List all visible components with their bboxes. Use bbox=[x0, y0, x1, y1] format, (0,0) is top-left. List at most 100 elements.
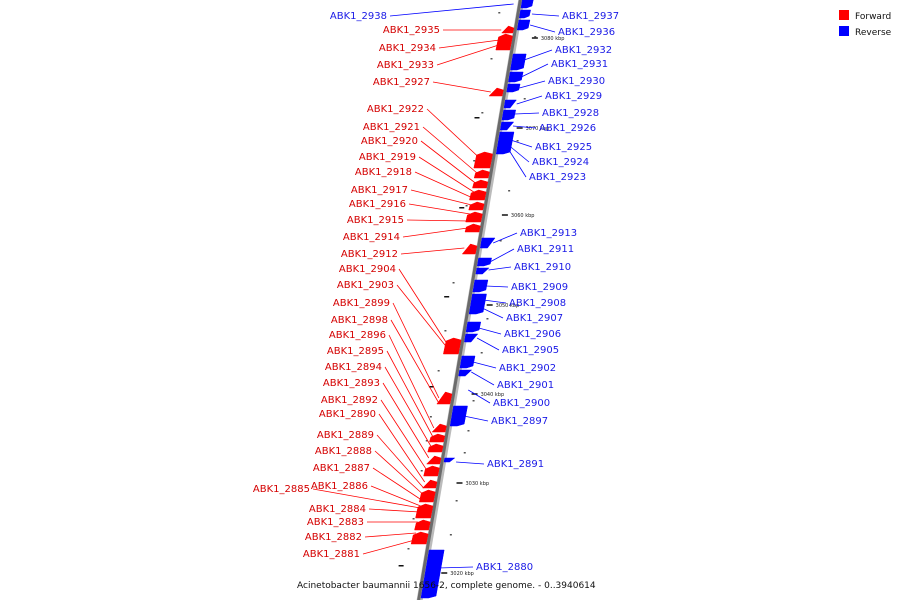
reverse-leader-line bbox=[489, 248, 515, 263]
forward-gene-label: ABK1_2893 bbox=[323, 378, 380, 389]
reverse-leader-line bbox=[529, 24, 556, 33]
forward-gene-label: ABK1_2890 bbox=[319, 409, 376, 420]
reverse-leader-line bbox=[519, 80, 546, 89]
forward-gene-label: ABK1_2892 bbox=[321, 395, 378, 406]
forward-leader-line bbox=[368, 508, 420, 513]
forward-gene-label: ABK1_2899 bbox=[333, 298, 390, 309]
forward-gene-label: ABK1_2883 bbox=[307, 517, 364, 528]
reverse-leader-line bbox=[483, 299, 507, 304]
reverse-gene bbox=[503, 99, 517, 109]
reverse-gene-label: ABK1_2924 bbox=[532, 157, 589, 168]
reverse-leader-line bbox=[508, 149, 527, 178]
reverse-gene bbox=[495, 131, 515, 155]
reverse-leader-line bbox=[524, 49, 553, 61]
forward-leader-line bbox=[370, 485, 421, 507]
gene-dot bbox=[429, 416, 432, 418]
gene-dot bbox=[452, 282, 455, 284]
forward-gene-label: ABK1_2919 bbox=[359, 152, 416, 163]
forward-leader-line bbox=[378, 413, 425, 483]
forward-leader-line bbox=[362, 539, 415, 555]
forward-gene-label: ABK1_2914 bbox=[343, 232, 400, 243]
reverse-gene bbox=[459, 355, 476, 369]
forward-gene bbox=[410, 531, 429, 545]
forward-swatch bbox=[839, 10, 849, 20]
reverse-gene bbox=[501, 109, 516, 121]
gene-dot bbox=[472, 400, 475, 402]
reverse-gene bbox=[475, 267, 490, 275]
legend-reverse-label: Reverse bbox=[855, 28, 892, 38]
forward-leader-line bbox=[426, 108, 480, 159]
forward-gene-label: ABK1_2903 bbox=[337, 280, 394, 291]
reverse-leader-line bbox=[478, 327, 502, 335]
forward-gene-label: ABK1_2927 bbox=[373, 77, 430, 88]
gene-dot bbox=[490, 58, 493, 60]
reverse-swatch bbox=[839, 26, 849, 36]
forward-gene-label: ABK1_2888 bbox=[315, 446, 372, 457]
reverse-gene-label: ABK1_2926 bbox=[539, 123, 596, 134]
reverse-gene bbox=[506, 83, 521, 93]
reverse-gene bbox=[443, 457, 456, 463]
reverse-leader-line bbox=[510, 139, 533, 148]
scale-tick-label: 3030 kbp bbox=[465, 481, 489, 487]
forward-leader-line bbox=[386, 350, 433, 437]
reverse-leader-line bbox=[512, 125, 537, 129]
reverse-gene-label: ABK1_2929 bbox=[545, 91, 602, 102]
reverse-gene-label: ABK1_2906 bbox=[504, 329, 561, 340]
forward-leader-line bbox=[414, 171, 473, 199]
forward-gene-label: ABK1_2904 bbox=[339, 264, 396, 275]
reverse-genes bbox=[420, 0, 534, 599]
reverse-leader-line bbox=[476, 337, 500, 351]
scale-tick-label: 3020 kbp bbox=[450, 571, 474, 577]
gene-dot bbox=[534, 36, 537, 38]
reverse-gene-label: ABK1_2910 bbox=[514, 262, 571, 273]
forward-leader-line bbox=[396, 284, 448, 349]
reverse-leader-line bbox=[481, 307, 504, 319]
forward-gene bbox=[488, 87, 504, 97]
reverse-leader-line bbox=[488, 266, 512, 271]
forward-leader-line bbox=[438, 39, 500, 49]
forward-leader-line bbox=[408, 203, 471, 215]
forward-gene bbox=[501, 25, 515, 34]
forward-gene bbox=[461, 243, 478, 255]
scale-tick-label: 3070 kbp bbox=[526, 126, 550, 132]
reverse-leader-line bbox=[485, 285, 509, 288]
scale-ticks: 3020 kbp 3030 kbp 3040 kbp 3050 kbp 3060 kbp… bbox=[441, 36, 564, 577]
reverse-gene bbox=[508, 71, 524, 83]
reverse-gene-label: ABK1_2891 bbox=[487, 459, 544, 470]
forward-leader-line bbox=[418, 156, 475, 193]
gene-dot bbox=[412, 518, 415, 520]
gene-dot bbox=[444, 330, 447, 332]
forward-gene bbox=[422, 479, 438, 489]
gene-dash bbox=[398, 565, 404, 567]
reverse-gene-label: ABK1_2905 bbox=[502, 345, 559, 356]
reverse-gene-label: ABK1_2928 bbox=[542, 108, 599, 119]
forward-gene bbox=[423, 465, 440, 477]
reverse-gene bbox=[458, 369, 473, 377]
forward-gene bbox=[473, 151, 493, 169]
forward-genes bbox=[410, 25, 515, 545]
reverse-gene bbox=[476, 257, 492, 267]
reverse-gene bbox=[472, 279, 489, 293]
forward-leader-line bbox=[436, 44, 499, 66]
reverse-gene bbox=[518, 9, 531, 19]
gene-dot bbox=[480, 352, 483, 354]
forward-gene-label: ABK1_2920 bbox=[361, 136, 418, 147]
gene-dot bbox=[499, 240, 502, 242]
reverse-gene bbox=[449, 405, 468, 427]
forward-leader-line bbox=[398, 268, 449, 346]
label-leaders bbox=[312, 3, 560, 569]
forward-gene-label: ABK1_2894 bbox=[325, 362, 382, 373]
reverse-leader-line bbox=[531, 13, 560, 17]
forward-leader-line bbox=[390, 319, 439, 403]
reverse-leader-line bbox=[456, 461, 485, 465]
gene-dot bbox=[465, 205, 468, 207]
reverse-gene-label: ABK1_2931 bbox=[551, 59, 608, 70]
reverse-gene bbox=[468, 293, 487, 315]
reverse-gene-label: ABK1_2930 bbox=[548, 76, 605, 87]
forward-gene bbox=[426, 455, 442, 465]
reverse-gene-label: ABK1_2897 bbox=[491, 416, 548, 427]
forward-gene bbox=[431, 423, 447, 433]
reverse-gene-label: ABK1_2923 bbox=[529, 172, 586, 183]
forward-gene-label: ABK1_2884 bbox=[309, 504, 366, 515]
